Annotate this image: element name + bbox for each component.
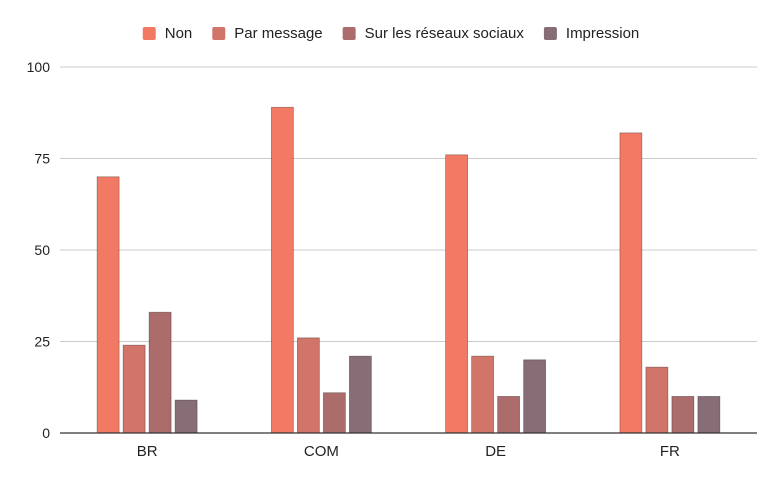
bar-fr-series-1 xyxy=(645,366,669,434)
bar-fr-series-2 xyxy=(671,395,695,434)
bar-fr-series-0 xyxy=(619,132,643,434)
bar-com-series-0 xyxy=(270,106,294,434)
y-tick-label: 0 xyxy=(42,425,50,441)
bar-de-series-1 xyxy=(471,355,495,434)
bar-br-series-0 xyxy=(96,176,120,434)
bar-com-series-2 xyxy=(322,392,346,434)
legend-item: Non xyxy=(142,25,193,42)
legend-label: Impression xyxy=(566,25,639,42)
bar-br-series-1 xyxy=(122,344,146,434)
x-tick-label: BR xyxy=(137,443,158,460)
legend-swatch xyxy=(342,27,356,40)
legend-label: Non xyxy=(165,25,193,42)
y-tick-label: 75 xyxy=(34,151,50,167)
legend-label: Par message xyxy=(234,25,322,42)
x-tick-label: FR xyxy=(660,443,680,460)
bar-com-series-1 xyxy=(296,337,320,434)
bar-fr-series-3 xyxy=(697,395,721,434)
legend-item: Par message xyxy=(212,25,323,42)
bar-br-series-2 xyxy=(148,311,172,434)
legend-swatch xyxy=(142,27,156,40)
bars xyxy=(96,106,721,434)
axes: 0 25 50 75 100 BR COM DE FR xyxy=(27,59,757,460)
legend-swatch xyxy=(212,27,226,40)
legend-item: Sur les réseaux sociaux xyxy=(342,25,525,42)
legend-item: Impression xyxy=(543,25,639,42)
gridlines xyxy=(60,66,757,342)
legend: Non Par message Sur les réseaux sociaux Imp… xyxy=(142,25,639,42)
y-tick-label: 100 xyxy=(27,59,51,75)
bar-br-series-3 xyxy=(174,399,198,434)
y-tick-label: 25 xyxy=(34,334,50,350)
y-tick-label: 50 xyxy=(34,242,50,258)
bar-com-series-3 xyxy=(348,355,372,434)
x-tick-label: DE xyxy=(485,443,506,460)
legend-swatch xyxy=(543,27,557,40)
bar-de-series-0 xyxy=(445,154,469,434)
legend-label: Sur les réseaux sociaux xyxy=(365,25,525,42)
x-tick-label: COM xyxy=(304,443,339,460)
bar-de-series-3 xyxy=(523,359,547,434)
bar-de-series-2 xyxy=(497,395,521,434)
